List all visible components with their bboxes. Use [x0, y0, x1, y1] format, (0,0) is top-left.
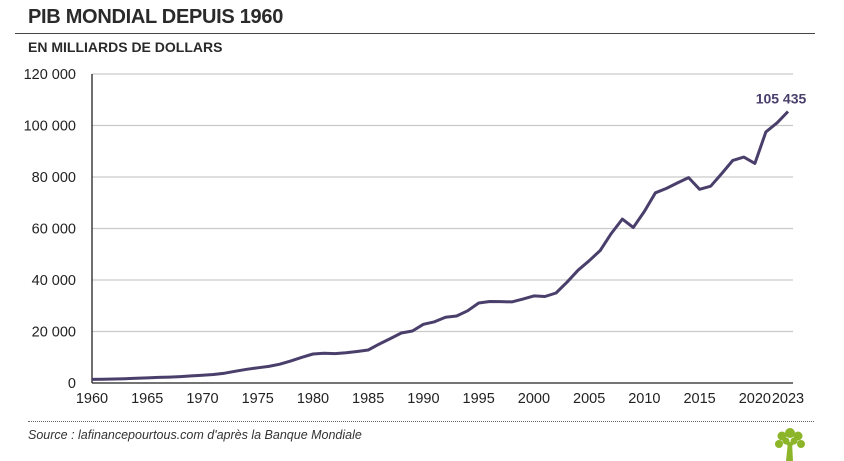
x-tick-label: 2015	[683, 391, 715, 407]
y-tick-label: 0	[68, 376, 76, 392]
x-tick-label: 2000	[518, 391, 550, 407]
y-tick-label: 100 000	[24, 119, 76, 135]
x-tick-label: 1960	[76, 391, 108, 407]
y-tick-label: 40 000	[32, 273, 76, 289]
gridlines	[92, 73, 793, 333]
data-label-2023: 105 435	[756, 91, 807, 107]
series-line-pib	[91, 110, 790, 381]
x-tick-label: 1970	[186, 391, 218, 407]
x-tick-label: 2023	[772, 391, 804, 407]
y-tick-label: 60 000	[32, 222, 76, 238]
x-tick-label: 2010	[628, 391, 660, 407]
x-tick-label: 1965	[131, 391, 163, 407]
title-divider	[15, 33, 815, 34]
y-tick-label: 120 000	[24, 67, 76, 83]
source-note: Source : lafinancepourtous.com d'après l…	[28, 428, 362, 442]
tree-logo-icon	[775, 428, 805, 461]
x-tick-label: 2005	[573, 391, 605, 407]
x-tick-label: 1995	[463, 391, 495, 407]
x-tick-label: 1985	[352, 391, 384, 407]
chart-title: PIB MONDIAL DEPUIS 1960	[28, 6, 284, 28]
chart-subtitle: EN MILLIARDS DE DOLLARS	[28, 39, 223, 55]
y-tick-label: 20 000	[32, 325, 76, 341]
x-tick-label: 2020	[739, 391, 771, 407]
x-tick-label: 1980	[297, 391, 329, 407]
y-tick-label: 80 000	[32, 170, 76, 186]
footer-divider	[28, 421, 814, 422]
x-tick-label: 1975	[242, 391, 274, 407]
x-tick-label: 1990	[407, 391, 439, 407]
x-axis-ticks: 1960 1965 1970 1975 1980 1985 1990 1995 2000 2005…	[76, 391, 804, 407]
y-axis-ticks: 0 20 000 40 000 60 000 80 000 100 000 120 000	[24, 67, 76, 392]
